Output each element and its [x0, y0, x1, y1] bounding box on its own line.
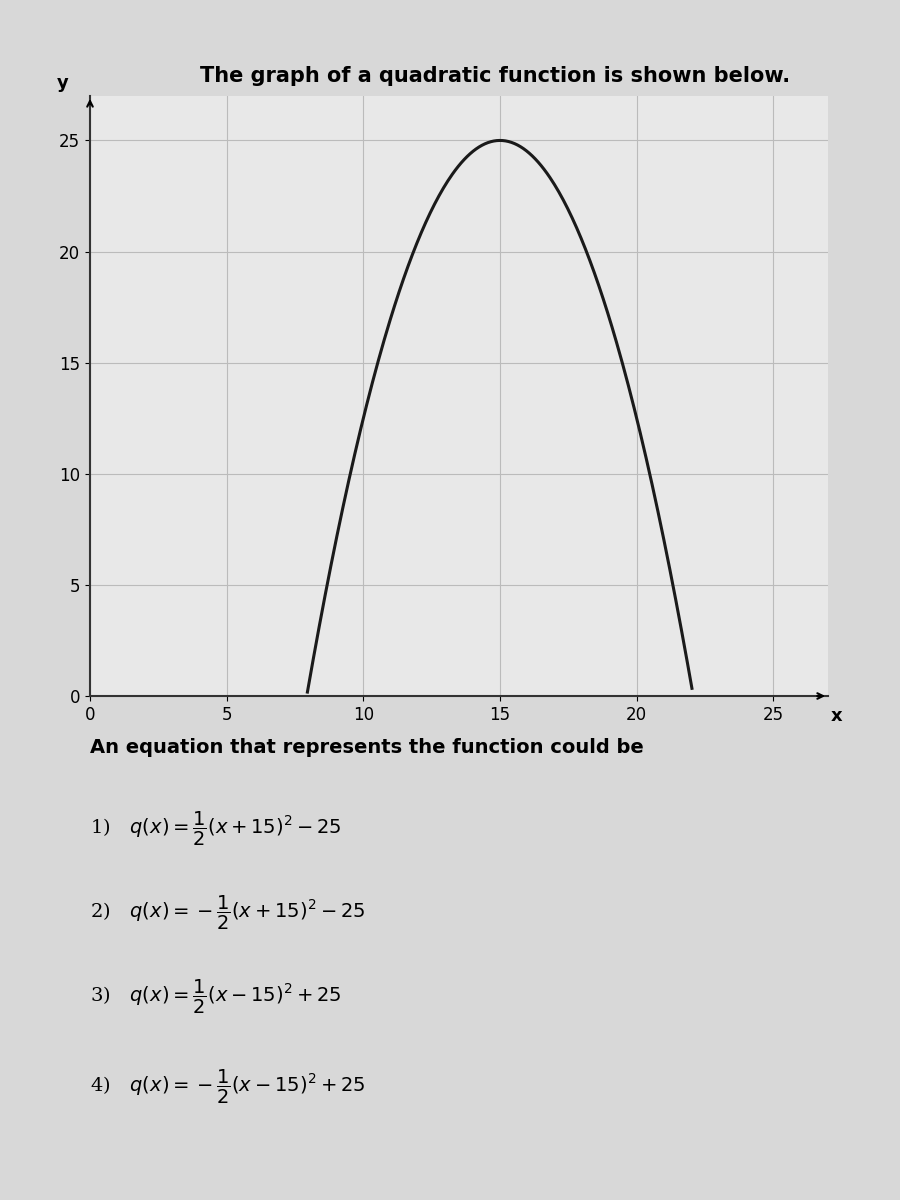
Text: 4) $q(x) = -\dfrac{1}{2}(x - 15)^2 + 25$: 4) $q(x) = -\dfrac{1}{2}(x - 15)^2 + 25$: [90, 1068, 365, 1106]
Text: 3) $q(x) = \dfrac{1}{2}(x - 15)^2 + 25$: 3) $q(x) = \dfrac{1}{2}(x - 15)^2 + 25$: [90, 978, 341, 1016]
Text: 1) $q(x) = \dfrac{1}{2}(x + 15)^2 - 25$: 1) $q(x) = \dfrac{1}{2}(x + 15)^2 - 25$: [90, 810, 341, 848]
Text: x: x: [831, 707, 842, 725]
Text: 2) $q(x) = -\dfrac{1}{2}(x + 15)^2 - 25$: 2) $q(x) = -\dfrac{1}{2}(x + 15)^2 - 25$: [90, 894, 365, 932]
Text: The graph of a quadratic function is shown below.: The graph of a quadratic function is sho…: [200, 66, 790, 86]
Text: y: y: [57, 73, 68, 91]
Text: An equation that represents the function could be: An equation that represents the function…: [90, 738, 644, 757]
